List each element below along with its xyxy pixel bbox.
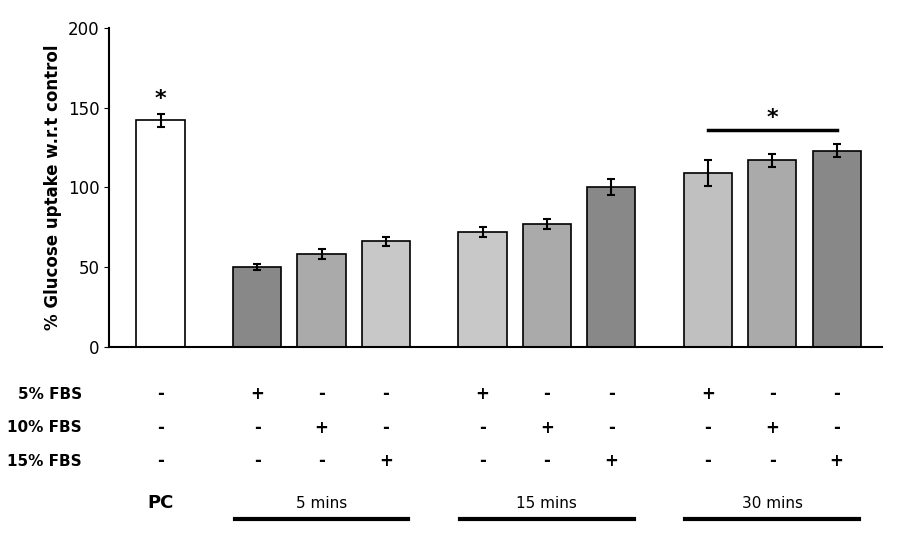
Text: -: - (254, 419, 261, 437)
Text: 15 mins: 15 mins (516, 496, 577, 510)
Bar (362, 241, 410, 347)
Bar (136, 120, 185, 347)
Text: -: - (157, 452, 164, 470)
Text: +: + (475, 385, 489, 403)
Text: -: - (544, 385, 550, 403)
Text: +: + (315, 419, 328, 437)
Text: -: - (544, 452, 550, 470)
Text: -: - (157, 419, 164, 437)
Text: -: - (704, 419, 712, 437)
Text: *: * (766, 107, 778, 127)
Text: +: + (250, 385, 265, 403)
Text: -: - (254, 452, 261, 470)
Bar (684, 173, 732, 347)
Text: -: - (157, 385, 164, 403)
Text: -: - (318, 452, 325, 470)
Text: -: - (834, 385, 840, 403)
Text: -: - (479, 419, 486, 437)
Text: +: + (604, 452, 618, 470)
Text: -: - (834, 419, 840, 437)
Text: -: - (318, 385, 325, 403)
Text: -: - (479, 452, 486, 470)
Bar (587, 187, 635, 347)
Text: +: + (701, 385, 714, 403)
Bar (297, 254, 345, 347)
Text: +: + (540, 419, 554, 437)
Text: -: - (769, 452, 775, 470)
Text: -: - (383, 419, 389, 437)
Text: -: - (769, 385, 775, 403)
Bar (523, 224, 571, 347)
Text: -: - (608, 419, 614, 437)
Text: +: + (765, 419, 779, 437)
Text: -: - (608, 385, 614, 403)
Text: 15% FBS: 15% FBS (7, 454, 82, 468)
Text: +: + (830, 452, 844, 470)
Text: +: + (379, 452, 393, 470)
Y-axis label: % Glucose uptake w.r.t control: % Glucose uptake w.r.t control (45, 45, 62, 330)
Text: *: * (155, 89, 166, 109)
Bar (813, 150, 861, 347)
Text: 5 mins: 5 mins (296, 496, 347, 510)
Bar (458, 232, 506, 347)
Text: -: - (704, 452, 712, 470)
Text: -: - (383, 385, 389, 403)
Bar (233, 267, 281, 347)
Text: 30 mins: 30 mins (742, 496, 803, 510)
Text: 5% FBS: 5% FBS (17, 387, 82, 401)
Text: 10% FBS: 10% FBS (7, 420, 82, 435)
Bar (748, 160, 796, 347)
Text: PC: PC (147, 494, 174, 512)
